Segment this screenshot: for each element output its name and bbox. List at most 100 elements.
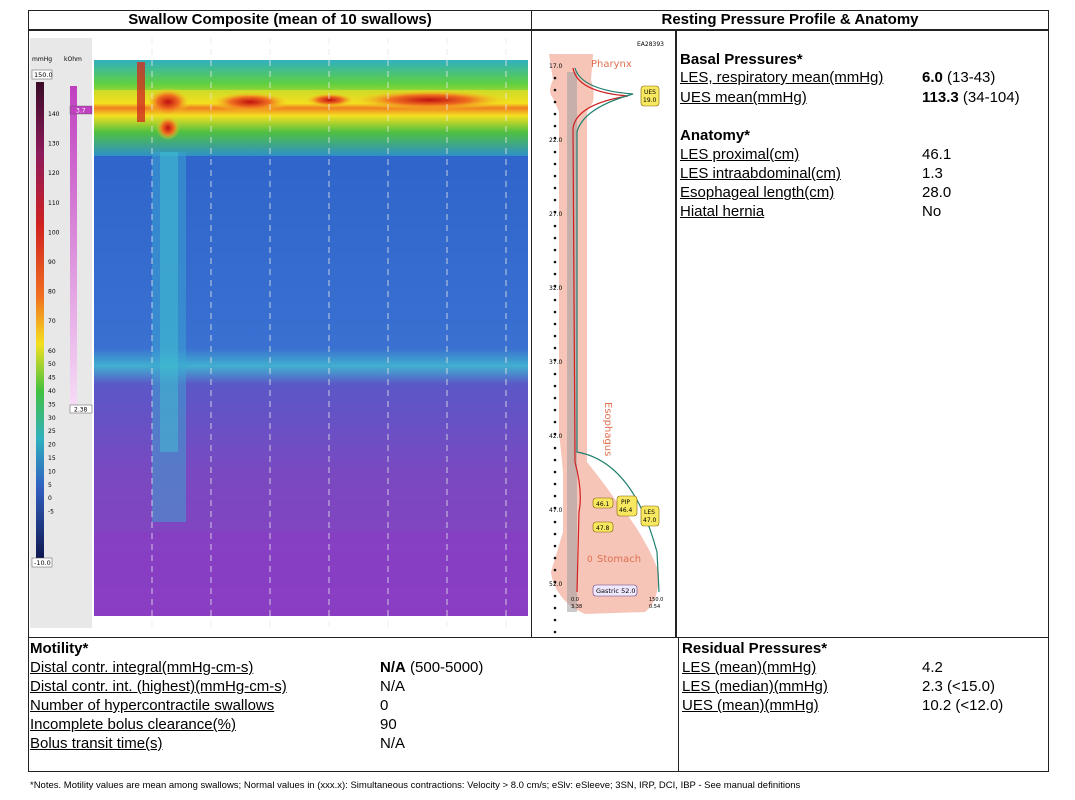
- motility-row-label: Bolus transit time(s): [30, 735, 163, 752]
- colorbar-tick-label: 35: [48, 401, 56, 408]
- les-tag: [640, 505, 660, 527]
- sensor-dot: [553, 88, 557, 92]
- motility-row-value: N/A (500-5000): [380, 659, 483, 676]
- anatomy-row-label: Hiatal hernia: [680, 203, 765, 220]
- colorbar-tick-label: 110: [48, 200, 60, 207]
- sensor-dot: [553, 580, 557, 584]
- sensor-dot: [553, 358, 557, 362]
- colorbar-bottom-box: [31, 557, 53, 568]
- sensor-dot: [553, 322, 557, 326]
- les-proximal-tag: [592, 497, 614, 509]
- title-divider-right: [531, 29, 1049, 31]
- colorbar-tick-label: 50: [48, 361, 56, 368]
- motility-row-value: 90: [380, 716, 397, 733]
- sensor-dot: [553, 494, 557, 498]
- colorbar-tick-label: 5: [48, 482, 52, 489]
- pharynx-label: Pharynx: [591, 59, 632, 70]
- sensor-dot: [553, 420, 557, 424]
- pip-tag-line1: PIP: [621, 499, 630, 506]
- colorbar-tick-label: 25: [48, 428, 56, 435]
- basal-row-label: UES mean(mmHg): [680, 89, 807, 106]
- basal-value: 6.0: [922, 69, 943, 86]
- depth-label: 47.0: [549, 507, 563, 514]
- basal-range: (34-104): [962, 89, 1020, 106]
- stomach-value: 0: [587, 555, 593, 565]
- colorbar-tick-label: 80: [48, 289, 56, 296]
- basal-heading: Basal Pressures*: [680, 51, 803, 68]
- sensor-dot: [553, 224, 557, 228]
- les-tag-line2: 47.0: [643, 517, 657, 524]
- sensor-dot: [553, 606, 557, 610]
- motility-row-value: N/A: [380, 678, 405, 695]
- colorbar-bottom-value: -10.0: [34, 559, 51, 567]
- residual-row-value: 4.2: [922, 659, 943, 676]
- colorbar-impedance: [70, 86, 77, 414]
- gastric-tag-label: Gastric 52.0: [596, 587, 636, 595]
- sensor-dot: [553, 470, 557, 474]
- sensor-dot: [553, 568, 557, 572]
- sensor-dot: [553, 162, 557, 166]
- colorbar-tick-label: 20: [48, 442, 56, 449]
- sensor-dot: [553, 100, 557, 104]
- les-tag-line1: LES: [644, 509, 655, 516]
- colorbar-pressure: [36, 82, 44, 558]
- anatomy-row-label: Esophageal length(cm): [680, 184, 835, 201]
- colorbar-unit-mmhg: mmHg: [32, 56, 52, 63]
- sensor-dot: [553, 112, 557, 116]
- les-distal-tag-label: 47.8: [596, 525, 610, 532]
- anatomy-row-value: No: [922, 203, 942, 220]
- colorbar-top-value: 150.0: [34, 71, 53, 79]
- swallow-composite-title: Swallow Composite (mean of 10 swallows): [128, 11, 432, 28]
- impedance-marker-high-label: 3.7: [76, 108, 86, 115]
- colorbar-tick-label: 130: [48, 141, 60, 148]
- sensor-dot: [553, 396, 557, 400]
- axis-left-top: 0.0: [571, 597, 579, 603]
- sensor-dot: [553, 284, 557, 288]
- depth-label: 32.0: [549, 285, 563, 292]
- axis-right-top: 150.0: [649, 597, 663, 603]
- residual-row-label: LES (median)(mmHg): [682, 678, 828, 695]
- ues-tag: [640, 85, 660, 107]
- sensor-dot: [553, 210, 557, 214]
- colorbar-tick-label: 70: [48, 318, 56, 325]
- motility-value: N/A: [380, 735, 406, 752]
- residual-row-label: LES (mean)(mmHg): [682, 659, 817, 676]
- residual-heading: Residual Pressures*: [682, 640, 828, 657]
- depth-label: 42.0: [549, 433, 563, 440]
- depth-label: 37.0: [549, 359, 563, 366]
- motility-value: 0: [380, 697, 389, 714]
- sensor-dot: [553, 556, 557, 560]
- residual-row-label: UES (mean)(mmHg): [682, 697, 819, 714]
- pressure-curve-red: [572, 67, 629, 593]
- anatomy-row-value: 1.3: [922, 165, 943, 182]
- colorbar-tick-label: 120: [48, 170, 60, 177]
- sensor-dot: [553, 298, 557, 302]
- colorbar-tick-label: 45: [48, 375, 56, 382]
- resting-pressure-profile: EA28393 Pharynx Esophagus Stomach 0 17.0…: [533, 32, 674, 636]
- sensor-dot: [553, 506, 557, 510]
- colorbar-ticks: 1401301201101009080706050454035302520151…: [48, 111, 60, 516]
- impedance-marker-low: [69, 404, 93, 414]
- colorbar-tick-label: 100: [48, 229, 60, 236]
- colorbar-tick-label: 0: [48, 495, 52, 502]
- sensor-dot: [553, 384, 557, 388]
- axis-left-bottom: 3.38: [571, 604, 582, 610]
- anatomy-heading: Anatomy*: [680, 127, 751, 144]
- sensor-dot: [553, 186, 557, 190]
- ues-tag-line1: UES: [644, 89, 656, 96]
- sensor-dot: [553, 432, 557, 436]
- anatomy-row-value: 46.1: [922, 146, 952, 163]
- colorbar-tick-label: 60: [48, 348, 56, 355]
- les-distal-tag: [592, 521, 614, 533]
- gastric-tag: [592, 584, 638, 597]
- sensor-dot: [553, 310, 557, 314]
- anatomy-row-label: LES proximal(cm): [680, 146, 800, 163]
- motility-row-value: N/A: [380, 735, 405, 752]
- sensor-dot: [553, 260, 557, 264]
- colorbar-top-box: [31, 69, 53, 80]
- swallow-composite-heatmap: mmHg kOhm 150.0 3.7 2.38 140130120110100…: [30, 38, 528, 628]
- sensor-dot: [553, 458, 557, 462]
- colorbar-tick-label: 90: [48, 259, 56, 266]
- motility-row-label: Distal contr. integral(mmHg-cm-s): [30, 659, 254, 676]
- footnote: *Notes. Motility values are mean among s…: [30, 780, 801, 791]
